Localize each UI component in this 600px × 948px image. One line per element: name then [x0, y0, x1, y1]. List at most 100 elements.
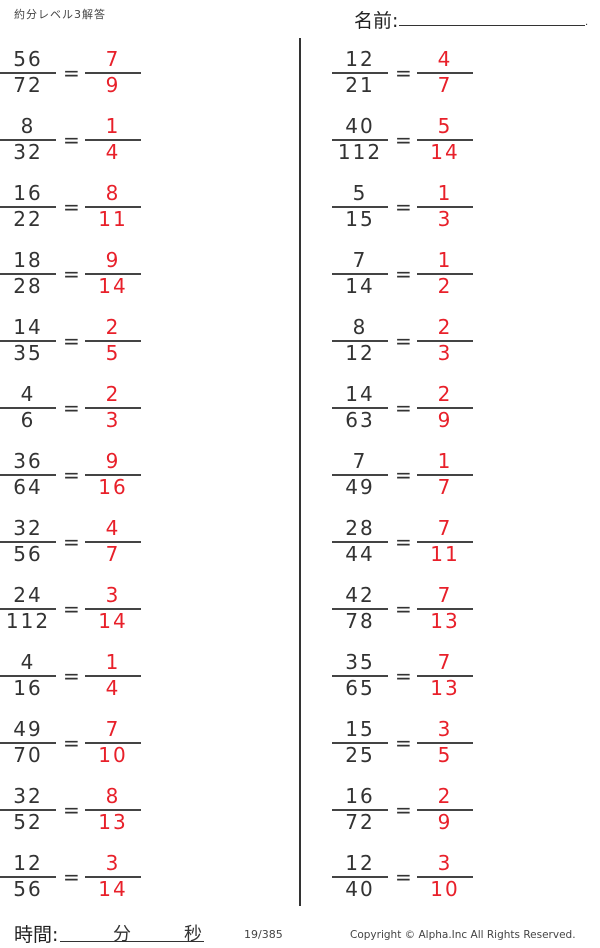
fraction-problem: 49 70 = 7 10	[0, 718, 200, 778]
equals-sign: =	[63, 664, 80, 688]
fraction-bar	[0, 474, 56, 476]
equals-sign: =	[395, 195, 412, 219]
fraction-problem: 24 112 = 3 14	[0, 584, 200, 644]
answer-denominator: 9	[437, 810, 453, 834]
numerator: 36	[13, 449, 43, 473]
equals-sign: =	[395, 329, 412, 353]
numerator: 8	[20, 114, 36, 138]
answer-denominator: 14	[430, 140, 460, 164]
answer-denominator: 14	[98, 877, 128, 901]
answer-fraction-bar	[417, 474, 473, 476]
answer-fraction-bar	[85, 72, 141, 74]
answer-numerator: 1	[437, 449, 453, 473]
answer-numerator: 1	[437, 181, 453, 205]
numerator: 4	[20, 650, 36, 674]
fraction-bar	[0, 139, 56, 141]
name-label: 名前:	[354, 10, 399, 32]
fraction-problem: 32 52 = 8 13	[0, 785, 200, 845]
fraction-problem: 12 40 = 3 10	[332, 852, 532, 912]
fraction-problem: 4 16 = 1 4	[0, 651, 200, 711]
fraction-problem: 16 22 = 8 11	[0, 182, 200, 242]
worksheet-title: 約分レベル3解答	[14, 8, 106, 21]
fraction-problem: 14 35 = 2 5	[0, 316, 200, 376]
minutes-label: 分	[113, 924, 131, 945]
equals-sign: =	[63, 463, 80, 487]
denominator: 63	[345, 408, 375, 432]
fraction-bar	[0, 876, 56, 878]
answer-fraction-bar	[417, 809, 473, 811]
numerator: 12	[345, 47, 375, 71]
denominator: 70	[13, 743, 43, 767]
equals-sign: =	[63, 530, 80, 554]
denominator: 40	[345, 877, 375, 901]
answer-denominator: 7	[437, 73, 453, 97]
fraction-bar	[0, 340, 56, 342]
denominator: 44	[345, 542, 375, 566]
fraction-problem: 35 65 = 7 13	[332, 651, 532, 711]
fraction-bar	[332, 206, 388, 208]
answer-fraction-bar	[417, 139, 473, 141]
answer-numerator: 4	[105, 516, 121, 540]
fraction-problem: 28 44 = 7 11	[332, 517, 532, 577]
fraction-problem: 16 72 = 2 9	[332, 785, 532, 845]
fraction-bar	[332, 340, 388, 342]
time-field[interactable]	[60, 941, 204, 942]
answer-fraction-bar	[85, 876, 141, 878]
answer-numerator: 2	[437, 382, 453, 406]
fraction-bar	[0, 608, 56, 610]
answer-denominator: 7	[437, 475, 453, 499]
fraction-bar	[332, 742, 388, 744]
equals-sign: =	[63, 262, 80, 286]
fraction-problem: 14 63 = 2 9	[332, 383, 532, 443]
answer-numerator: 7	[105, 717, 121, 741]
denominator: 72	[345, 810, 375, 834]
equals-sign: =	[63, 597, 80, 621]
numerator: 32	[13, 784, 43, 808]
equals-sign: =	[395, 798, 412, 822]
fraction-bar	[332, 876, 388, 878]
answer-denominator: 7	[105, 542, 121, 566]
denominator: 14	[345, 274, 375, 298]
numerator: 35	[345, 650, 375, 674]
fraction-problem: 56 72 = 7 9	[0, 48, 200, 108]
answer-denominator: 9	[437, 408, 453, 432]
denominator: 12	[345, 341, 375, 365]
fraction-bar	[0, 541, 56, 543]
denominator: 22	[13, 207, 43, 231]
fraction-problem: 36 64 = 9 16	[0, 450, 200, 510]
answer-fraction-bar	[85, 139, 141, 141]
seconds-label: 秒	[184, 924, 202, 945]
denominator: 6	[20, 408, 36, 432]
fraction-bar	[332, 541, 388, 543]
page-number: 19/385	[244, 928, 283, 941]
answer-numerator: 1	[105, 650, 121, 674]
numerator: 56	[13, 47, 43, 71]
fraction-problem: 12 21 = 4 7	[332, 48, 532, 108]
denominator: 56	[13, 542, 43, 566]
copyright: Copyright © Alpha.Inc All Rights Reserve…	[350, 929, 576, 941]
numerator: 7	[352, 248, 368, 272]
numerator: 14	[345, 382, 375, 406]
numerator: 5	[352, 181, 368, 205]
fraction-bar	[332, 407, 388, 409]
answer-denominator: 3	[437, 341, 453, 365]
fraction-problem: 12 56 = 3 14	[0, 852, 200, 912]
name-field[interactable]	[399, 25, 585, 26]
answer-denominator: 9	[105, 73, 121, 97]
answer-fraction-bar	[85, 273, 141, 275]
denominator: 15	[345, 207, 375, 231]
fraction-problem: 18 28 = 9 14	[0, 249, 200, 309]
answer-fraction-bar	[417, 72, 473, 74]
fraction-bar	[0, 742, 56, 744]
fraction-bar	[332, 675, 388, 677]
answer-denominator: 13	[98, 810, 128, 834]
answer-denominator: 5	[105, 341, 121, 365]
answer-denominator: 3	[437, 207, 453, 231]
answer-denominator: 4	[105, 676, 121, 700]
answer-numerator: 1	[437, 248, 453, 272]
fraction-bar	[0, 206, 56, 208]
answer-fraction-bar	[85, 541, 141, 543]
answer-numerator: 8	[105, 181, 121, 205]
answer-fraction-bar	[417, 206, 473, 208]
numerator: 49	[13, 717, 43, 741]
